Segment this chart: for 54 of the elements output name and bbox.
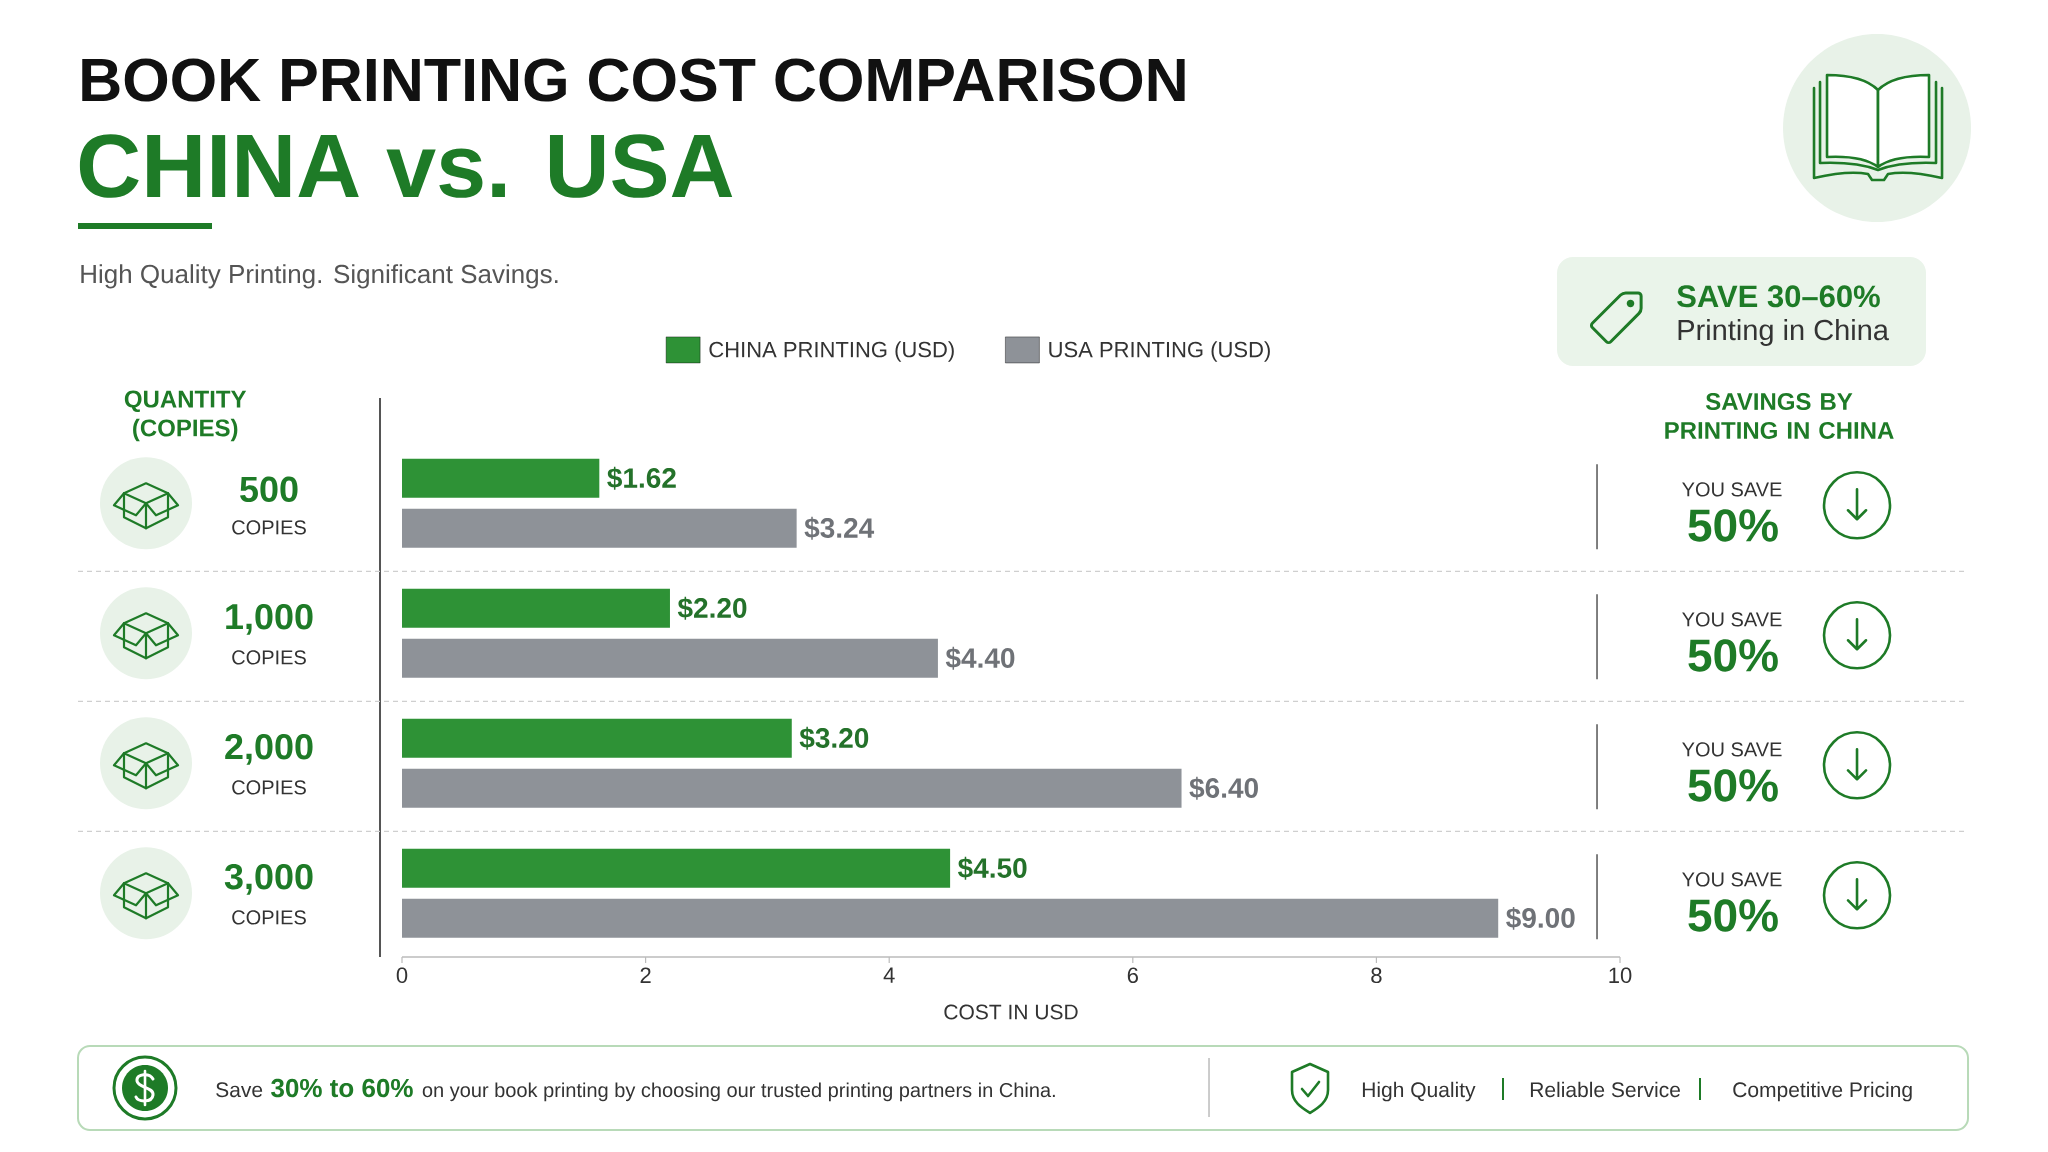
bar xyxy=(402,638,938,678)
x-tick-label: 10 xyxy=(1609,967,1632,984)
x-axis-title: COST IN USD xyxy=(944,1004,1078,1020)
text: 30% to 60% xyxy=(271,1078,413,1098)
text: SAVINGS BY PRINTING IN CHINA xyxy=(1665,393,1894,439)
text: COPIES xyxy=(232,780,306,795)
x-tick-label: 6 xyxy=(1127,967,1138,984)
text: 50% xyxy=(1688,769,1778,802)
y-tick-label: 1,000 xyxy=(226,603,313,635)
data-label: $4.40 xyxy=(945,646,1015,670)
text: Competitive Pricing xyxy=(1733,1081,1912,1102)
data-label: $1.62 xyxy=(607,466,676,490)
bar xyxy=(402,588,670,628)
legend-label: CHINA PRINTING (USD) xyxy=(709,341,954,362)
bar xyxy=(402,458,600,498)
data-label: $3.24 xyxy=(804,516,875,540)
text: YOU SAVE xyxy=(1682,742,1782,757)
text: 50% xyxy=(1688,639,1778,672)
x-tick-label: 4 xyxy=(883,967,895,983)
text: COPIES xyxy=(232,650,306,665)
data-label: $9.00 xyxy=(1506,906,1575,930)
bar xyxy=(402,718,792,758)
data-label: $3.20 xyxy=(799,726,869,750)
x-tick-label: 2 xyxy=(640,967,651,983)
data-label: $6.40 xyxy=(1189,776,1258,800)
y-tick-label: 2,000 xyxy=(225,733,313,765)
x-tick-label: 0 xyxy=(396,967,408,984)
legend-label: USA PRINTING (USD) xyxy=(1049,341,1270,362)
text: YOU SAVE xyxy=(1682,872,1782,887)
bar xyxy=(402,768,1182,808)
text: 50% xyxy=(1688,899,1778,932)
bar xyxy=(402,508,797,548)
text: SAVE 30–60% xyxy=(1677,285,1880,308)
text: on your book printing by choosing our trusted printing partners in China. xyxy=(422,1082,1055,1102)
y-axis-title: QUANTITY (COPIES) xyxy=(124,390,247,442)
data-label: $4.50 xyxy=(958,856,1027,880)
chart-subtitle: CHINA vs. USA xyxy=(79,134,733,198)
data-label: $2.20 xyxy=(677,596,747,620)
chart-title: BOOK PRINTING COST COMPARISON xyxy=(82,58,1185,102)
bar xyxy=(402,898,1499,938)
y-tick-label: 3,000 xyxy=(224,863,313,895)
text: High Quality xyxy=(1362,1081,1476,1102)
text: Reliable Service xyxy=(1530,1081,1680,1098)
bar xyxy=(402,848,951,888)
text: COPIES xyxy=(232,520,306,535)
x-tick-label: 8 xyxy=(1371,967,1382,984)
text: 50% xyxy=(1688,509,1778,542)
text: YOU SAVE xyxy=(1682,612,1782,627)
text: COPIES xyxy=(232,910,306,925)
y-tick-label: 500 xyxy=(240,476,298,503)
text: YOU SAVE xyxy=(1682,482,1782,497)
text: Save xyxy=(216,1082,263,1098)
text: Printing in China xyxy=(1678,318,1889,347)
text: High Quality Printing. Significant Savings. xyxy=(81,264,558,289)
